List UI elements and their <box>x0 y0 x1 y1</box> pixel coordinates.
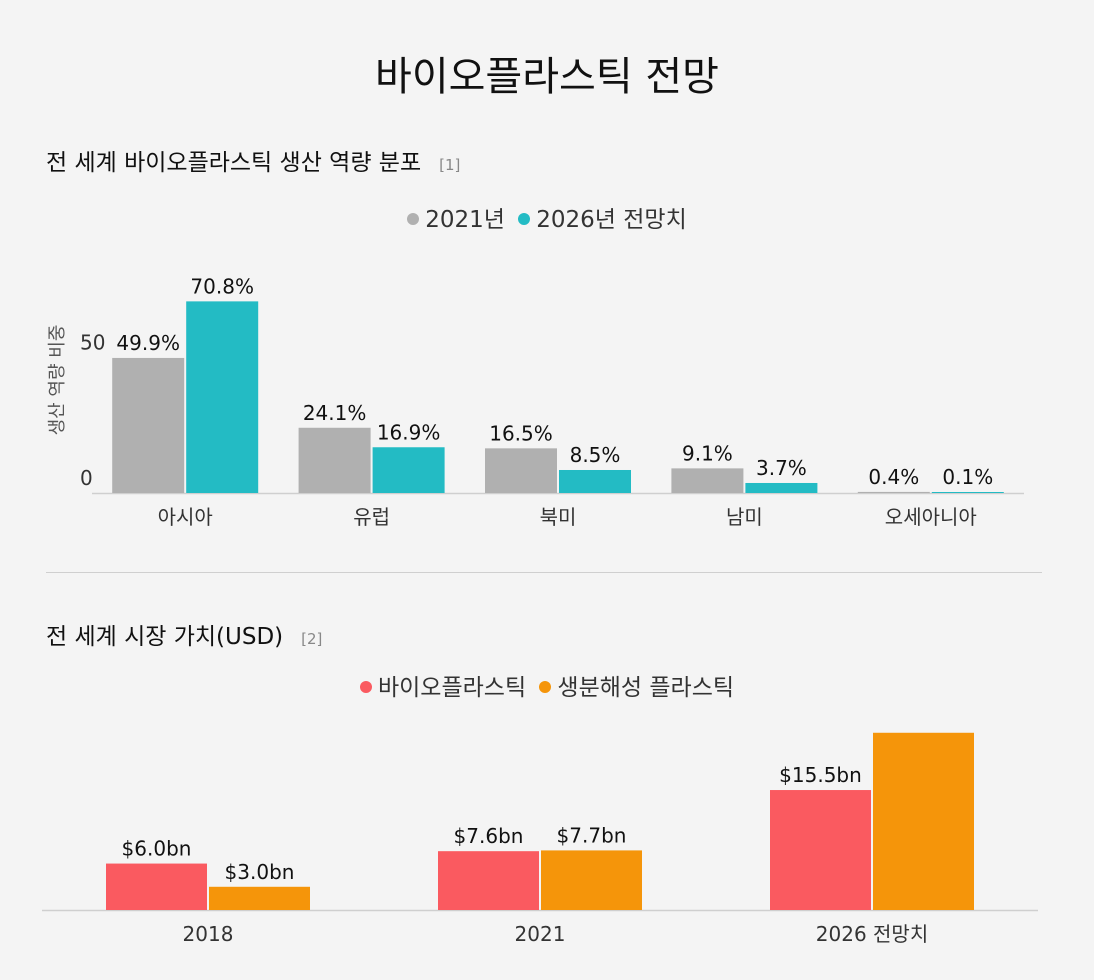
bar-2018-바이오플라스틱[interactable] <box>106 863 207 910</box>
bar-아시아-2026년-전망치[interactable] <box>186 301 259 493</box>
legend-label-bioplastic: 바이오플라스틱 <box>377 675 527 701</box>
chart1-title: 전 세계 바이오플라스틱 생산 역량 분포 [1] <box>46 143 460 177</box>
bar-2021-생분해성-플라스틱[interactable] <box>541 850 642 910</box>
bar-아시아-2021년[interactable] <box>112 357 185 493</box>
legend-item-biodegradable[interactable]: 생분해성 플라스틱 <box>539 675 734 701</box>
legend-label-2021: 2021년 <box>425 207 505 233</box>
legend-label-biodegradable: 생분해성 플라스틱 <box>557 675 735 701</box>
bar-유럽-2026년-전망치[interactable] <box>372 447 445 493</box>
legend-item-bioplastic[interactable]: 바이오플라스틱 <box>359 675 533 701</box>
legend-dot-2021-icon <box>407 212 420 225</box>
chart1-reference-link[interactable]: [1] <box>439 156 461 174</box>
chart2-title: 전 세계 시장 가치(USD) [2] <box>46 617 322 651</box>
data-label-북미-2021년: 16.5% <box>489 421 553 445</box>
x-tick-label-북미: 북미 <box>540 505 577 529</box>
legend-dot-bioplastic-icon <box>359 680 372 693</box>
bar-2026-전망치-바이오플라스틱[interactable] <box>770 790 871 910</box>
bar-2021-바이오플라스틱[interactable] <box>438 851 539 910</box>
y-axis-label: 생산 역량 비중 <box>47 325 68 436</box>
data-label-북미-2026년-전망치: 8.5% <box>570 443 621 467</box>
bar-북미-2026년-전망치[interactable] <box>559 469 631 493</box>
data-label-유럽-2026년-전망치: 16.9% <box>377 420 441 444</box>
data-label-오세아니아-2026년-전망치: 0.1% <box>942 465 993 489</box>
section-divider <box>46 572 1042 573</box>
y-tick-label-0: 0 <box>80 466 93 490</box>
x-tick-label-남미: 남미 <box>726 505 763 529</box>
legend-dot-2026-icon <box>518 212 531 225</box>
x-tick-label-2026-전망치: 2026 전망치 <box>816 922 928 946</box>
data-label-2021-바이오플라스틱: $7.6bn <box>454 824 524 848</box>
legend-item-2021[interactable]: 2021년 <box>407 207 512 233</box>
bar-2026-전망치-생분해성-플라스틱[interactable] <box>873 732 974 910</box>
data-label-아시아-2026년-전망치: 70.8% <box>190 274 254 298</box>
capacity-bar-chart: 0 50 생산 역량 비중 49.9% 70.8% 아시아 24.1% 16.9% 유럽 16.5… <box>47 274 1024 529</box>
chart2-reference-link[interactable]: [2] <box>301 630 323 648</box>
chart1-title-text: 전 세계 바이오플라스틱 생산 역량 분포 <box>46 150 422 176</box>
bar-남미-2026년-전망치[interactable] <box>745 482 818 493</box>
legend-label-2026: 2026년 전망치 <box>536 207 687 233</box>
data-label-유럽-2021년: 24.1% <box>303 401 367 425</box>
bar-오세아니아-2021년[interactable] <box>857 491 930 493</box>
bar-오세아니아-2026년-전망치[interactable] <box>931 492 1004 493</box>
y-tick-label-50: 50 <box>80 331 105 355</box>
legend-dot-biodegradable-icon <box>539 680 552 693</box>
data-label-남미-2026년-전망치: 3.7% <box>756 456 807 480</box>
market-value-bar-chart: $6.0bn $3.0bn 2018 $7.6bn $7.7bn 2021 $15.5bn 2… <box>42 732 1038 946</box>
data-label-2026-전망치-바이오플라스틱: $15.5bn <box>779 763 862 787</box>
page-title: 바이오플라스틱 전망 <box>375 54 719 100</box>
x-tick-label-유럽: 유럽 <box>353 505 390 529</box>
x-tick-label-오세아니아: 오세아니아 <box>885 505 977 529</box>
bar-북미-2021년[interactable] <box>485 448 557 493</box>
chart2-title-text: 전 세계 시장 가치(USD) <box>46 624 284 650</box>
data-label-2018-바이오플라스틱: $6.0bn <box>122 837 192 861</box>
data-label-남미-2021년: 9.1% <box>682 441 733 465</box>
x-tick-label-2021: 2021 <box>515 922 566 946</box>
data-label-2021-생분해성-플라스틱: $7.7bn <box>557 823 627 847</box>
bar-남미-2021년[interactable] <box>671 468 744 493</box>
chart2-legend: 바이오플라스틱 생분해성 플라스틱 <box>0 668 1094 702</box>
legend-item-2026[interactable]: 2026년 전망치 <box>518 207 687 233</box>
x-tick-label-아시아: 아시아 <box>158 505 213 529</box>
data-label-오세아니아-2021년: 0.4% <box>868 465 919 489</box>
data-label-2018-생분해성-플라스틱: $3.0bn <box>225 860 295 884</box>
chart1-legend: 2021년 2026년 전망치 <box>0 200 1094 234</box>
x-tick-label-2018: 2018 <box>183 922 234 946</box>
data-label-아시아-2021년: 49.9% <box>116 331 180 355</box>
bar-유럽-2021년[interactable] <box>298 427 371 493</box>
bar-2018-생분해성-플라스틱[interactable] <box>209 886 310 910</box>
